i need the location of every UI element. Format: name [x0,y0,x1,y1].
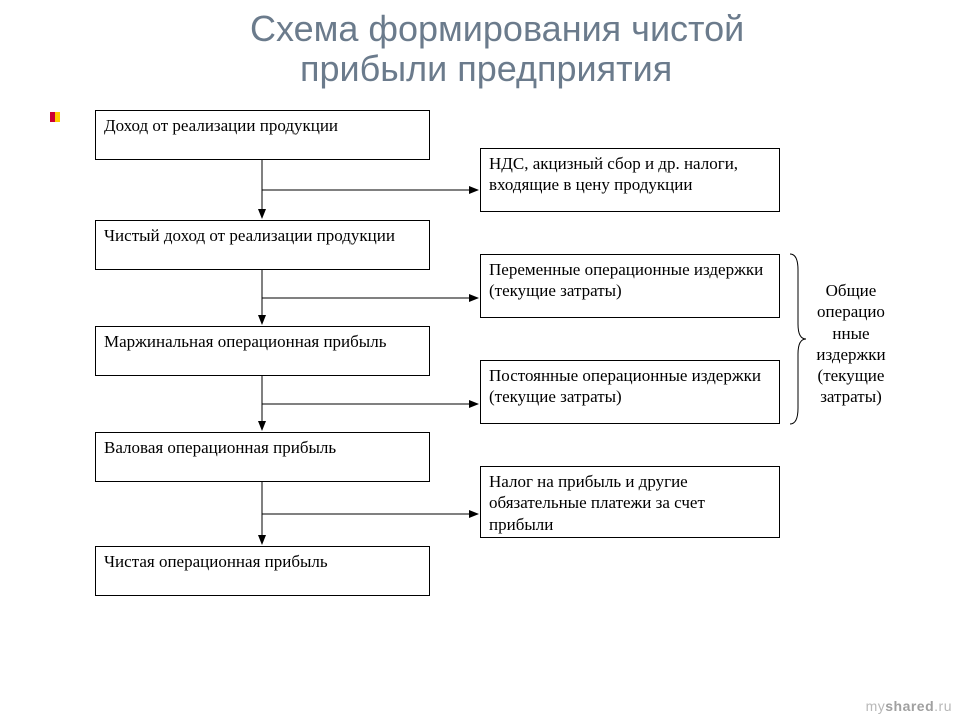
left-box-label: Валовая операционная прибыль [104,438,336,457]
left-box-0: Доход от реализации продукции [95,110,430,160]
title-line-1: Схема формирования чистой [250,8,744,50]
left-box-label: Доход от реализации продукции [104,116,338,135]
right-box-label: Налог на прибыль и другие обязательные п… [489,472,705,534]
watermark-bold: shared [885,698,934,714]
bullet-icon [50,112,60,122]
left-box-2: Маржинальная операционная прибыль [95,326,430,376]
right-box-label: Постоянные операционные издержки (текущи… [489,366,761,406]
brace-label: Общие операцио нные издержки (текущие за… [806,280,896,408]
watermark-suffix: .ru [934,698,952,714]
left-box-label: Маржинальная операционная прибыль [104,332,386,351]
right-box-2: Постоянные операционные издержки (текущи… [480,360,780,424]
left-box-label: Чистая операционная прибыль [104,552,328,571]
watermark-prefix: my [866,698,886,714]
right-box-label: Переменные операционные издержки (текущи… [489,260,763,300]
right-box-label: НДС, акцизный сбор и др. налоги, входящи… [489,154,738,194]
diagram-canvas: Схема формирования чистой прибыли предпр… [0,0,960,720]
left-box-4: Чистая операционная прибыль [95,546,430,596]
right-box-1: Переменные операционные издержки (текущи… [480,254,780,318]
right-box-3: Налог на прибыль и другие обязательные п… [480,466,780,538]
title-line-2: прибыли предприятия [300,48,672,90]
watermark: myshared.ru [866,698,952,714]
right-box-0: НДС, акцизный сбор и др. налоги, входящи… [480,148,780,212]
left-box-3: Валовая операционная прибыль [95,432,430,482]
left-box-label: Чистый доход от реализации продукции [104,226,395,245]
left-box-1: Чистый доход от реализации продукции [95,220,430,270]
